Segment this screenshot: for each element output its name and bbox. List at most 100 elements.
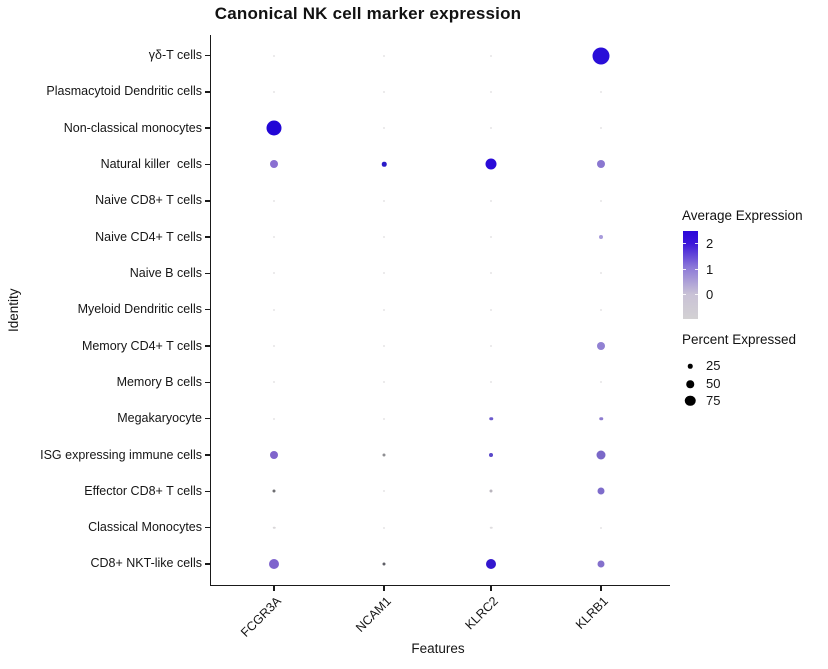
y-tick-mark xyxy=(205,381,210,384)
chart-title: Canonical NK cell marker expression xyxy=(214,4,522,23)
dotplot-point xyxy=(266,120,282,136)
dotplot-point xyxy=(599,235,603,240)
dotplot-point xyxy=(383,381,385,384)
dotplot-point xyxy=(597,560,605,568)
dotplot-point xyxy=(490,90,492,93)
dotplot-point xyxy=(489,416,493,421)
x-tick-mark xyxy=(273,586,275,591)
x-category-label: NCAM1 xyxy=(353,594,394,635)
expression-tick-label: 1 xyxy=(706,261,714,277)
y-tick-mark xyxy=(205,417,210,420)
dotplot-point xyxy=(272,526,276,529)
y-category-label: Naive B cells xyxy=(129,265,202,280)
dotplot-point xyxy=(383,199,385,202)
dotplot-point xyxy=(270,160,278,169)
dotplot-point xyxy=(269,558,279,569)
y-tick-mark xyxy=(205,236,210,238)
y-tick-mark xyxy=(205,54,210,57)
dotplot-point xyxy=(382,562,386,566)
expression-tick-label: 2 xyxy=(706,236,714,251)
percent-legend-label: 50 xyxy=(706,376,721,391)
y-category-label: Natural killer cells xyxy=(100,156,202,171)
dotplot-point xyxy=(600,272,602,275)
y-tick-mark xyxy=(205,454,210,456)
y-category-label: Megakaryocyte xyxy=(117,411,202,426)
x-category-label: KLRB1 xyxy=(572,594,611,632)
dotplot-point xyxy=(597,160,605,169)
y-tick-mark xyxy=(205,308,210,311)
dotplot-point xyxy=(486,558,496,569)
dotplot-point xyxy=(273,308,275,311)
dotplot-point xyxy=(383,417,385,420)
dotplot-point xyxy=(489,453,493,458)
expression-tick-mark xyxy=(695,268,698,270)
dotplot-point xyxy=(490,272,492,275)
y-tick-mark xyxy=(205,526,210,529)
dotplot-point xyxy=(597,342,605,351)
y-tick-mark xyxy=(205,345,210,347)
x-tick-mark xyxy=(600,586,602,591)
expression-tick-mark xyxy=(695,243,698,244)
dotplot-point xyxy=(596,450,606,460)
y-tick-mark xyxy=(205,272,210,275)
legend-expression-title: Average Expression xyxy=(682,208,803,223)
dotplot-point xyxy=(600,90,602,93)
x-tick-mark xyxy=(490,586,492,591)
dotplot-point xyxy=(600,308,602,311)
y-category-label: γδ-T cells xyxy=(148,48,202,62)
y-category-label: Memory B cells xyxy=(116,374,202,389)
y-category-label: Classical Monocytes xyxy=(88,520,202,535)
expression-colorbar xyxy=(683,231,698,319)
dotplot-point xyxy=(273,345,275,348)
x-axis-title: Features xyxy=(411,641,465,656)
dotplot-point xyxy=(383,308,385,311)
y-category-label: Myeloid Dendritic cells xyxy=(77,302,202,317)
dotplot-point xyxy=(490,345,492,348)
dotplot-point xyxy=(270,451,278,460)
y-tick-mark xyxy=(205,200,210,202)
dotplot-point xyxy=(383,236,385,239)
y-tick-mark xyxy=(205,163,210,166)
y-tick-mark xyxy=(205,91,210,93)
dotplot-point xyxy=(490,308,492,311)
dotplot-point xyxy=(490,127,492,130)
expression-tick-mark xyxy=(683,243,686,244)
y-category-label: Effector CD8+ T cells xyxy=(84,483,202,498)
dotplot-point xyxy=(485,158,497,170)
y-category-label: Naive CD8+ T cells xyxy=(95,193,202,208)
dotplot-point xyxy=(383,345,385,348)
y-category-label: Naive CD4+ T cells xyxy=(95,229,202,244)
dotplot-point xyxy=(273,236,275,239)
percent-legend-dot xyxy=(687,363,693,369)
dotplot-point xyxy=(600,199,602,202)
expression-tick-mark xyxy=(683,268,686,270)
dotplot-point xyxy=(599,416,603,421)
dotplot-point xyxy=(273,199,275,202)
dotplot-point xyxy=(383,490,385,493)
dotplot-point xyxy=(272,489,276,493)
dotplot-point xyxy=(381,162,387,167)
dotplot-point xyxy=(597,487,605,495)
dotplot-point xyxy=(600,127,602,130)
dotplot-point xyxy=(383,90,385,93)
y-tick-mark xyxy=(205,127,210,129)
dotplot-point xyxy=(383,526,385,529)
dotplot-point xyxy=(490,54,492,57)
dotplot-point xyxy=(383,127,385,130)
y-category-label: Non-classical monocytes xyxy=(63,120,202,135)
percent-legend-label: 75 xyxy=(706,392,721,408)
dotplot-point xyxy=(490,381,492,384)
dotplot-point xyxy=(382,453,386,457)
y-category-label: Plasmacytoid Dendritic cells xyxy=(46,84,202,99)
expression-tick-label: 0 xyxy=(706,287,714,302)
x-tick-mark xyxy=(383,586,385,591)
percent-legend-dot xyxy=(684,395,696,406)
y-category-label: CD8+ NKT-like cells xyxy=(90,556,203,571)
x-category-label: FCGR3A xyxy=(238,594,284,640)
dotplot-point xyxy=(489,489,493,493)
dotplot-point xyxy=(273,54,275,57)
dotplot-point xyxy=(273,90,275,93)
dotplot-point xyxy=(600,526,602,529)
dotplot-point xyxy=(273,417,275,420)
percent-legend-dot xyxy=(686,380,694,388)
